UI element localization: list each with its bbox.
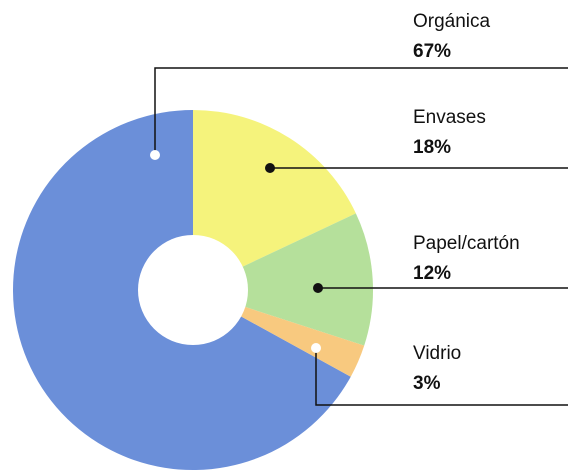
value-label: 12%	[413, 263, 451, 284]
legend-label: Vidrio	[413, 343, 461, 364]
leader-line	[315, 348, 568, 406]
legend-label: Papel/cartón	[413, 233, 520, 254]
leader-dot	[265, 163, 275, 173]
slice	[193, 110, 356, 290]
leader-dot	[150, 150, 160, 160]
leader-dot	[311, 343, 321, 353]
value-label: 67%	[413, 41, 451, 62]
legend-label: Envases	[413, 107, 486, 128]
leader-dot	[313, 283, 323, 293]
value-label: 3%	[413, 373, 441, 394]
donut-hole	[138, 235, 248, 345]
legend-label: Orgánica	[413, 11, 491, 32]
slice	[193, 213, 373, 346]
leader-line	[154, 67, 568, 155]
value-label: 18%	[413, 137, 451, 158]
